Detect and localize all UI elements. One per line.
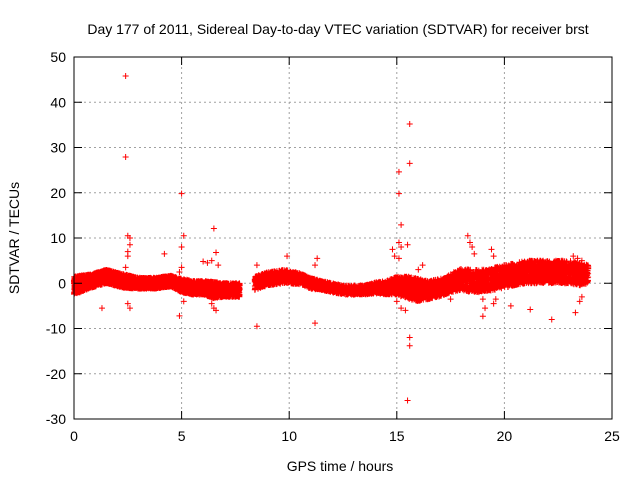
scatter-point [178, 190, 185, 197]
scatter-point [395, 255, 402, 262]
scatter-point [406, 120, 413, 127]
scatter-point [469, 244, 476, 251]
scatter-point [126, 241, 133, 248]
scatter-point [406, 334, 413, 341]
scatter-point [180, 298, 187, 305]
scatter-point [398, 305, 405, 312]
scatter-point [312, 262, 319, 269]
scatter-band [71, 257, 592, 304]
x-tick-label: 10 [281, 428, 297, 444]
x-axis-label: GPS time / hours [287, 458, 394, 474]
scatter-point [200, 258, 207, 265]
scatter-point [253, 323, 260, 330]
scatter-point [406, 160, 413, 167]
scatter-point [208, 300, 215, 307]
scatter-point [208, 257, 215, 264]
scatter-point [204, 259, 211, 266]
scatter-points [71, 73, 592, 404]
scatter-point [124, 300, 131, 307]
scatter-point [395, 190, 402, 197]
scatter-point [398, 244, 405, 251]
scatter-point [215, 262, 222, 269]
chart-title: Day 177 of 2011, Sidereal Day-to-day VTE… [87, 21, 588, 37]
y-tick-label: 30 [50, 140, 66, 156]
scatter-point [492, 296, 499, 303]
scatter-point [404, 241, 411, 248]
y-tick-label: 0 [58, 275, 66, 291]
scatter-point [124, 253, 131, 260]
scatter-point [395, 239, 402, 246]
y-tick-label: 20 [50, 185, 66, 201]
scatter-point [479, 313, 486, 320]
scatter-point [389, 246, 396, 253]
scatter-point [406, 342, 413, 349]
scatter-point [314, 255, 321, 262]
scatter-point [122, 154, 129, 161]
scatter-point [284, 253, 291, 260]
scatter-point [393, 298, 400, 305]
scatter-point [176, 268, 183, 275]
scatter-point [180, 232, 187, 239]
scatter-point [576, 298, 583, 305]
grid [74, 57, 612, 419]
scatter-point [490, 300, 497, 307]
scatter-point [404, 397, 411, 404]
scatter-point [126, 305, 133, 312]
x-tick-label: 15 [389, 428, 405, 444]
scatter-point [122, 73, 129, 80]
scatter-point [391, 253, 398, 260]
scatter-point [161, 250, 168, 257]
x-tick-label: 20 [497, 428, 513, 444]
scatter-point [419, 262, 426, 269]
scatter-point [176, 312, 183, 319]
scatter-point [415, 266, 422, 273]
scatter-point [126, 235, 133, 241]
scatter-point [578, 293, 585, 300]
scatter-point [574, 255, 581, 262]
scatter-point [548, 316, 555, 323]
scatter-point [122, 264, 129, 271]
y-axis-label: SDTVAR / TECUs [6, 182, 22, 294]
scatter-point [561, 264, 568, 271]
axis-ticks: 0 5 10 15 20 25 -30 -20 -10 0 10 20 30 40 50 [46, 49, 620, 444]
y-tick-label: -10 [46, 321, 66, 337]
scatter-point [98, 305, 105, 312]
scatter-point [178, 244, 185, 251]
y-tick-label: -30 [46, 411, 66, 427]
scatter-point [178, 264, 185, 271]
scatter-point [572, 309, 579, 316]
x-tick-label: 0 [70, 428, 78, 444]
scatter-point [312, 320, 319, 327]
scatter-point [447, 296, 454, 303]
y-tick-label: 50 [50, 49, 66, 65]
y-tick-label: 10 [50, 230, 66, 246]
scatter-point [471, 250, 478, 257]
x-tick-label: 5 [178, 428, 186, 444]
scatter-point [402, 307, 409, 314]
scatter-point [479, 296, 486, 303]
scatter-point [213, 249, 220, 256]
scatter-point [210, 225, 217, 232]
scatter-point [482, 305, 489, 312]
y-tick-label: -20 [46, 366, 66, 382]
scatter-point [466, 239, 473, 246]
scatter-point [395, 168, 402, 175]
scatter-point [253, 262, 260, 269]
scatter-point [507, 302, 514, 309]
scatter-point [578, 257, 585, 264]
scatter-point [488, 246, 495, 253]
x-tick-label: 25 [604, 428, 620, 444]
scatter-point [464, 232, 471, 239]
scatter-point [527, 306, 534, 313]
y-tick-label: 40 [50, 94, 66, 110]
scatter-point [570, 253, 577, 260]
scatter-point [398, 221, 405, 228]
scatter-point [213, 307, 220, 314]
scatter-point [490, 253, 497, 260]
